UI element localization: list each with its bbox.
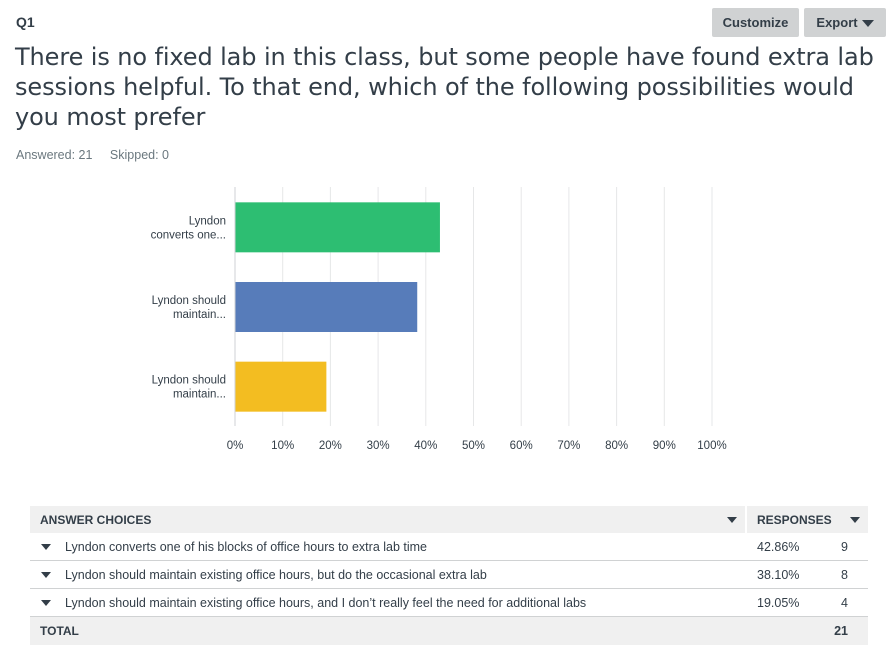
x-tick-label: 90% (653, 440, 676, 452)
x-tick-label: 80% (605, 440, 628, 452)
x-tick-label: 70% (557, 440, 580, 452)
y-category-label: Lyndon should (152, 295, 226, 307)
y-category-label: Lyndon (189, 215, 226, 227)
caret-down-icon (861, 19, 874, 27)
x-tick-label: 40% (414, 440, 437, 452)
y-category-label: converts one... (151, 229, 226, 241)
export-label: Export (816, 15, 858, 30)
y-category-label: maintain... (173, 309, 226, 321)
answer-choices-header[interactable]: ANSWER CHOICES (30, 506, 747, 533)
x-tick-label: 60% (510, 440, 533, 452)
question-title: There is no fixed lab in this class, but… (15, 43, 874, 131)
x-tick-label: 100% (697, 440, 726, 452)
responses-table: ANSWER CHOICES RESPONSES Lyndon converts… (30, 506, 868, 645)
x-tick-label: 20% (319, 440, 342, 452)
table-header: ANSWER CHOICES RESPONSES (30, 506, 868, 533)
answered-count: Answered: 21 (16, 148, 93, 162)
response-percent: 19.05% (757, 595, 800, 610)
response-stats: Answered: 21 Skipped: 0 (16, 148, 183, 162)
bar (235, 361, 327, 412)
response-percent: 38.10% (757, 567, 800, 582)
caret-down-icon[interactable] (41, 571, 51, 578)
answer-choice-cell: Lyndon should maintain existing office h… (30, 561, 747, 588)
bar (235, 282, 418, 332)
responses-header[interactable]: RESPONSES (747, 506, 868, 533)
responses-label: RESPONSES (757, 512, 832, 527)
customize-label: Customize (722, 15, 789, 30)
table-row: Lyndon should maintain existing office h… (30, 561, 868, 589)
answer-choice-text: Lyndon should maintain existing office h… (65, 567, 487, 582)
table-row: Lyndon converts one of his blocks of off… (30, 533, 868, 561)
caret-down-icon[interactable] (41, 599, 51, 606)
x-tick-label: 0% (227, 440, 244, 452)
x-tick-label: 30% (367, 440, 390, 452)
response-count: 4 (841, 595, 848, 610)
answer-choices-label: ANSWER CHOICES (40, 512, 152, 527)
export-button[interactable]: Export (804, 8, 886, 37)
answer-choice-cell: Lyndon should maintain existing office h… (30, 589, 747, 616)
x-tick-label: 50% (462, 440, 485, 452)
question-number: Q1 (16, 14, 35, 30)
skipped-count: Skipped: 0 (109, 148, 169, 162)
response-count: 9 (841, 539, 848, 554)
answer-choice-cell: Lyndon converts one of his blocks of off… (30, 533, 747, 560)
caret-down-icon[interactable] (41, 543, 51, 550)
answer-choice-text: Lyndon should maintain existing office h… (65, 595, 587, 610)
response-percent: 42.86% (757, 539, 800, 554)
caret-down-icon[interactable] (850, 516, 860, 523)
y-category-label: Lyndon should (152, 375, 226, 387)
customize-button[interactable]: Customize (712, 8, 799, 37)
caret-down-icon[interactable] (727, 516, 737, 523)
table-total-row: TOTAL 21 (30, 617, 868, 645)
answer-choice-text: Lyndon converts one of his blocks of off… (65, 539, 428, 554)
bar (235, 202, 440, 253)
y-category-label: maintain... (173, 389, 226, 401)
bar-chart: 0% 10% 20% 30% 40% 50% 60% 70% 80% 90% 100% Lyndon c… (151, 187, 727, 452)
x-tick-label: 10% (271, 440, 294, 452)
total-label: TOTAL (40, 624, 79, 638)
table-row: Lyndon should maintain existing office h… (30, 589, 868, 617)
response-count: 8 (841, 567, 848, 582)
total-count: 21 (834, 624, 848, 638)
